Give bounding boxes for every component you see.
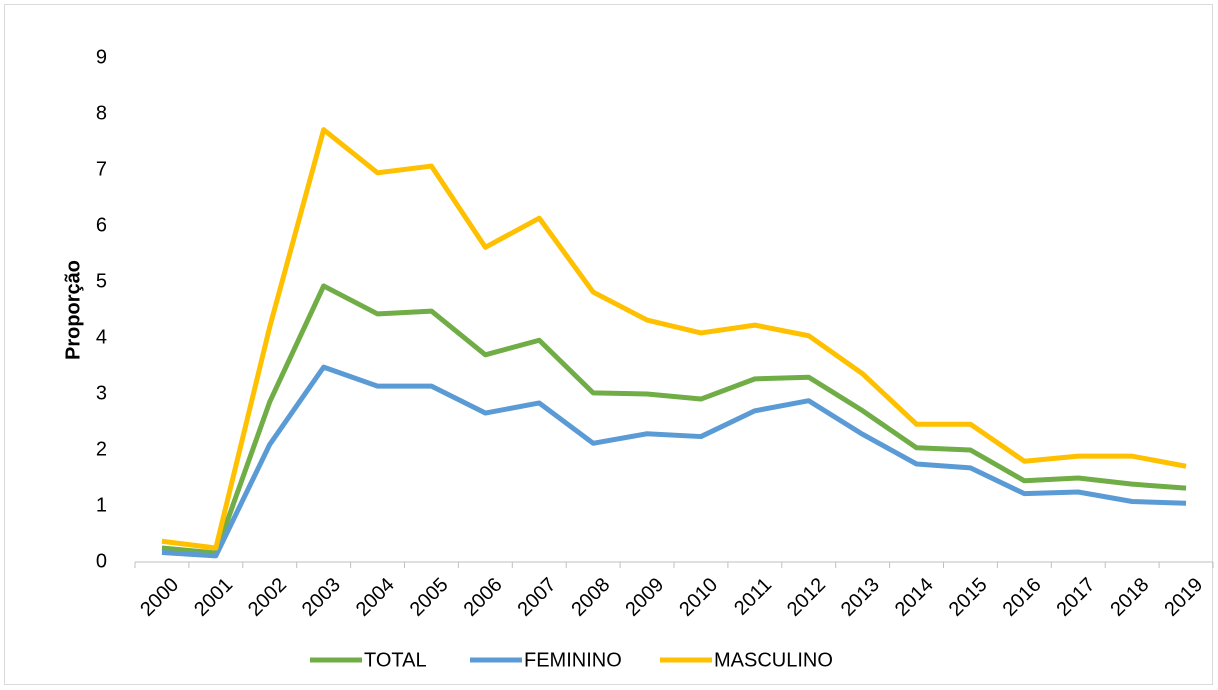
legend-label: MASCULINO <box>714 649 833 671</box>
line-series <box>161 364 1187 559</box>
y-tick-label: 1 <box>96 494 107 516</box>
line-series <box>161 127 1187 551</box>
y-tick-label: 6 <box>96 214 107 236</box>
chart-border <box>4 4 1213 685</box>
y-tick-label: 4 <box>96 326 107 348</box>
line-series <box>161 283 1187 556</box>
y-tick-label: 9 <box>96 46 107 68</box>
y-tick-label: 3 <box>96 382 107 404</box>
y-tick-label: 0 <box>96 550 107 572</box>
y-axis-label: Proporção <box>62 260 84 360</box>
y-tick-label: 2 <box>96 438 107 460</box>
y-tick-label: 5 <box>96 270 107 292</box>
legend-label: TOTAL <box>364 649 427 671</box>
legend-label: FEMININO <box>524 649 622 671</box>
y-tick-label: 7 <box>96 158 107 180</box>
y-tick-label: 8 <box>96 102 107 124</box>
